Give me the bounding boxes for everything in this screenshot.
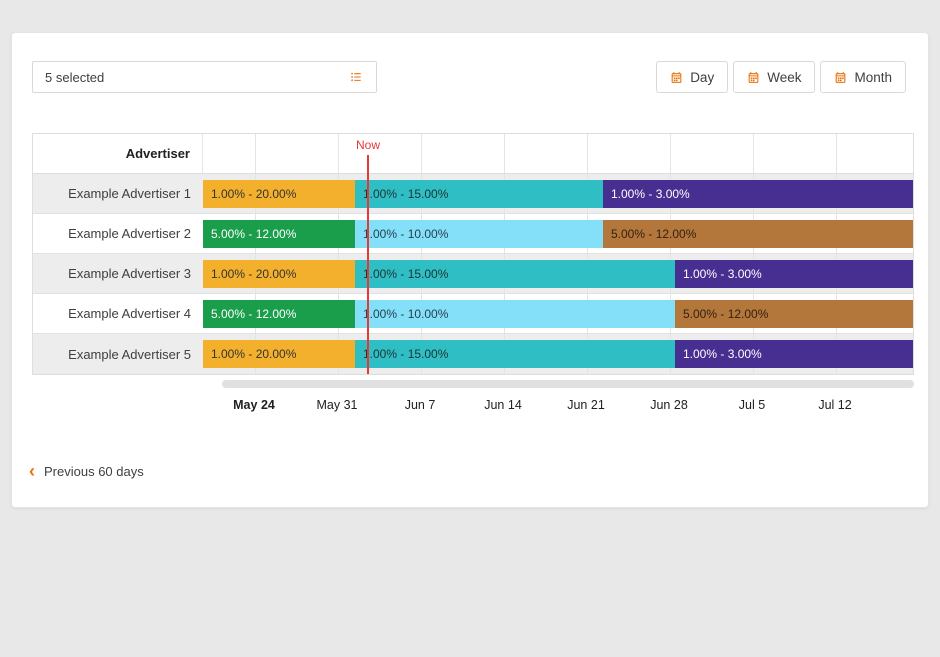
- row-timeline: 5.00% - 12.00% 1.00% - 10.00% 5.00% - 12.0…: [203, 294, 913, 333]
- date-axis: May 24 May 31 Jun 7 Jun 14 Jun 21 Jun 28 Jul 5…: [202, 396, 914, 414]
- gridline: [670, 134, 671, 173]
- day-button[interactable]: Day: [656, 61, 729, 93]
- advertiser-row: Example Advertiser 1 1.00% - 20.00% 1.00% …: [33, 174, 913, 214]
- timeline-bar[interactable]: 1.00% - 15.00%: [355, 180, 603, 208]
- row-timeline: 1.00% - 20.00% 1.00% - 15.00% 1.00% - 3.00…: [203, 254, 913, 293]
- chart-table: Advertiser Example Advertiser 1 1.00% - 2…: [32, 133, 914, 375]
- timeline-bar[interactable]: 1.00% - 15.00%: [355, 260, 675, 288]
- calendar-icon: [834, 71, 847, 84]
- timeline-chart: Advertiser Example Advertiser 1 1.00% - 2…: [32, 133, 914, 414]
- axis-label: Jul 5: [738, 398, 766, 412]
- main-panel: 5 selected Day Week Month Advertiser Examp…: [11, 32, 929, 508]
- month-button[interactable]: Month: [820, 61, 906, 93]
- toolbar: 5 selected Day Week Month: [12, 33, 928, 93]
- timeline-bar[interactable]: 5.00% - 12.00%: [203, 220, 355, 248]
- header-timeline: [203, 134, 913, 173]
- chart-header-row: Advertiser: [33, 134, 913, 174]
- axis-label: Jun 21: [567, 398, 605, 412]
- advertiser-row: Example Advertiser 4 5.00% - 12.00% 1.00% …: [33, 294, 913, 334]
- timeline-bar[interactable]: 5.00% - 12.00%: [203, 300, 355, 328]
- timeline-bar[interactable]: 1.00% - 3.00%: [675, 340, 913, 368]
- advertiser-select-value: 5 selected: [45, 69, 105, 85]
- timeline-bar[interactable]: 5.00% - 12.00%: [603, 220, 913, 248]
- gridline: [587, 134, 588, 173]
- gridline: [753, 134, 754, 173]
- axis-label: Jul 12: [818, 398, 852, 412]
- advertiser-column-header: Advertiser: [33, 134, 203, 173]
- advertiser-name: Example Advertiser 1: [68, 186, 191, 201]
- timeline-bar[interactable]: 1.00% - 10.00%: [355, 300, 675, 328]
- advertiser-row: Example Advertiser 2 5.00% - 12.00% 1.00% …: [33, 214, 913, 254]
- calendar-icon: [670, 71, 683, 84]
- axis-label: Jun 28: [650, 398, 688, 412]
- rows-container: Example Advertiser 1 1.00% - 20.00% 1.00% …: [33, 174, 913, 374]
- previous-days-link[interactable]: ‹ Previous 60 days: [29, 461, 144, 481]
- timeline-bar[interactable]: 1.00% - 10.00%: [355, 220, 603, 248]
- gridline: [836, 134, 837, 173]
- advertiser-name: Example Advertiser 3: [68, 266, 191, 281]
- advertiser-row: Example Advertiser 3 1.00% - 20.00% 1.00% …: [33, 254, 913, 294]
- timeline-bar[interactable]: 1.00% - 20.00%: [203, 180, 355, 208]
- axis-label: May 31: [316, 398, 358, 412]
- view-button-label: Week: [767, 69, 802, 85]
- view-button-label: Month: [854, 69, 892, 85]
- timeline-bar[interactable]: 1.00% - 3.00%: [675, 260, 913, 288]
- gridline: [338, 134, 339, 173]
- view-button-label: Day: [690, 69, 715, 85]
- timeline-bar[interactable]: 1.00% - 20.00%: [203, 340, 355, 368]
- axis-label: Jun 7: [404, 398, 436, 412]
- week-button[interactable]: Week: [733, 61, 816, 93]
- row-timeline: 1.00% - 20.00% 1.00% - 15.00% 1.00% - 3.00…: [203, 334, 913, 374]
- horizontal-scrollbar[interactable]: [222, 380, 914, 388]
- list-icon: [348, 70, 364, 84]
- advertiser-name: Example Advertiser 4: [68, 306, 191, 321]
- chevron-left-icon: ‹: [29, 461, 35, 481]
- row-timeline: 5.00% - 12.00% 1.00% - 10.00% 5.00% - 12.0…: [203, 214, 913, 253]
- advertiser-select[interactable]: 5 selected: [32, 61, 377, 93]
- gridline: [255, 134, 256, 173]
- timeline-bar[interactable]: 1.00% - 3.00%: [603, 180, 913, 208]
- timeline-bar[interactable]: 1.00% - 15.00%: [355, 340, 675, 368]
- calendar-icon: [747, 71, 760, 84]
- axis-label: May 24: [233, 398, 275, 412]
- advertiser-name: Example Advertiser 2: [68, 226, 191, 241]
- row-timeline: 1.00% - 20.00% 1.00% - 15.00% 1.00% - 3.00…: [203, 174, 913, 213]
- previous-days-label: Previous 60 days: [44, 464, 144, 479]
- axis-label: Jun 14: [484, 398, 522, 412]
- timeline-bar[interactable]: 1.00% - 20.00%: [203, 260, 355, 288]
- view-switch: Day Week Month: [656, 61, 906, 93]
- gridline: [421, 134, 422, 173]
- advertiser-row: Example Advertiser 5 1.00% - 20.00% 1.00% …: [33, 334, 913, 374]
- gridline: [504, 134, 505, 173]
- timeline-bar[interactable]: 5.00% - 12.00%: [675, 300, 913, 328]
- advertiser-name: Example Advertiser 5: [68, 346, 191, 362]
- now-line: [367, 155, 369, 374]
- now-label: Now: [355, 138, 381, 152]
